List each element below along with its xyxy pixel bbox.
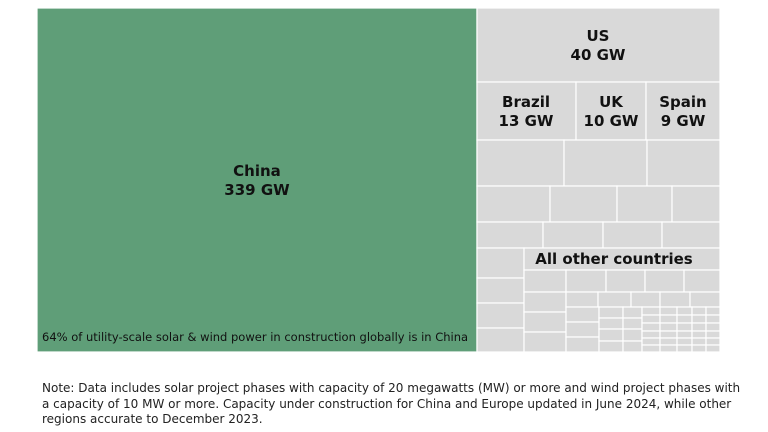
- cell-other-country: [602, 221, 663, 249]
- uk-value: 10 GW: [584, 112, 639, 130]
- cell-other-country: [641, 322, 661, 332]
- cell-other-country: [659, 291, 691, 308]
- cell-spain: [645, 81, 721, 141]
- cell-other-country: [598, 306, 624, 319]
- us-label: US: [587, 27, 610, 45]
- spain-label: Spain: [659, 93, 706, 111]
- cell-other-country: [565, 291, 599, 308]
- cell-other-country: [605, 269, 646, 293]
- us-value: 40 GW: [571, 46, 626, 64]
- cell-other-country: [644, 269, 685, 293]
- cell-other-country: [641, 306, 661, 316]
- cell-uk: [575, 81, 647, 141]
- cell-other-country: [630, 291, 661, 308]
- cell-other-country: [689, 291, 721, 308]
- cell-other-country: [705, 344, 721, 353]
- china-annotation: 64% of utility-scale solar & wind power …: [42, 330, 468, 344]
- cell-other-country: [523, 331, 567, 353]
- cell-other-country: [622, 328, 643, 342]
- cell-other-country: [523, 291, 567, 313]
- cell-other-country: [705, 330, 721, 339]
- cell-other-country: [563, 139, 648, 187]
- other-countries-label: All other countries: [535, 250, 692, 268]
- cell-other-country: [476, 327, 525, 353]
- cell-other-country: [565, 306, 600, 323]
- cell-other-country: [565, 321, 600, 338]
- cell-us: [476, 7, 721, 83]
- cell-other-country: [598, 317, 624, 330]
- cell-other-country: [705, 322, 721, 332]
- cell-other-country: [659, 322, 678, 332]
- china-label: China: [233, 162, 281, 180]
- cell-other-country: [659, 306, 678, 316]
- footnote: Note: Data includes solar project phases…: [42, 381, 741, 426]
- cell-other-country: [641, 337, 661, 346]
- cell-other-country: [476, 185, 551, 223]
- cell-brazil: [476, 81, 577, 141]
- cell-other-country: [641, 344, 661, 353]
- cell-other-country: [691, 322, 707, 332]
- cell-other-country: [691, 306, 707, 316]
- cell-other-country: [691, 330, 707, 339]
- cell-other-country: [659, 344, 678, 353]
- cell-other-country: [676, 322, 693, 332]
- cell-other-country: [598, 328, 624, 342]
- cell-other-country: [705, 306, 721, 316]
- cell-other-country: [523, 269, 567, 293]
- brazil-label: Brazil: [502, 93, 550, 111]
- cell-other-country: [691, 337, 707, 346]
- cell-other-country: [622, 317, 643, 330]
- uk-label: UK: [599, 93, 624, 111]
- cell-other-country: [646, 139, 721, 187]
- spain-value: 9 GW: [661, 112, 706, 130]
- cell-other-country: [549, 185, 618, 223]
- cell-other-country: [691, 314, 707, 324]
- cell-other-country: [676, 344, 693, 353]
- cell-other-country: [476, 221, 544, 249]
- cell-other-country: [641, 314, 661, 324]
- cell-other-country: [676, 314, 693, 324]
- cell-other-country: [476, 139, 565, 187]
- cell-other-country: [565, 336, 600, 353]
- cell-other-country: [671, 185, 721, 223]
- cell-other-country: [676, 306, 693, 316]
- cell-other-country: [597, 291, 632, 308]
- treemap: China 339 GW US 40 GW Brazil 13 GW UK 10…: [36, 7, 721, 353]
- cell-other-country: [683, 269, 721, 293]
- cell-other-country: [705, 337, 721, 346]
- cell-other-country: [705, 314, 721, 324]
- cell-other-country: [659, 314, 678, 324]
- brazil-value: 13 GW: [499, 112, 554, 130]
- cell-china: [36, 7, 478, 353]
- cell-other-country: [616, 185, 673, 223]
- cell-other-country: [691, 344, 707, 353]
- cell-other-country: [542, 221, 604, 249]
- cell-other-country: [523, 311, 567, 333]
- cell-other-country: [476, 302, 525, 329]
- cell-other-country: [659, 337, 678, 346]
- cell-other-country: [659, 330, 678, 339]
- cell-other-country: [676, 330, 693, 339]
- cell-other-country: [476, 277, 525, 304]
- cell-other-country: [641, 330, 661, 339]
- cell-other-country: [622, 306, 643, 319]
- cell-other-country: [598, 340, 624, 353]
- cell-other-country: [565, 269, 607, 293]
- cell-other-country: [661, 221, 721, 249]
- cell-other-country: [622, 340, 643, 353]
- cell-other-country: [676, 337, 693, 346]
- china-value: 339 GW: [224, 181, 290, 199]
- cell-other-country: [476, 247, 525, 279]
